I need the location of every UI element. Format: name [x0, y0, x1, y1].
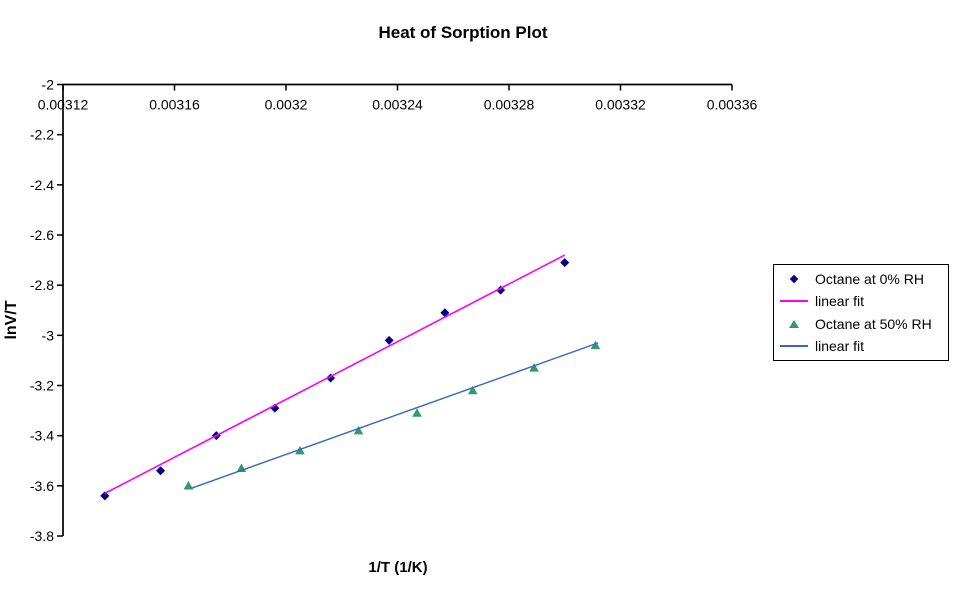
- data-point-triangle: [590, 340, 601, 350]
- y-tick-label: -2.2: [30, 127, 54, 143]
- data-point-triangle: [353, 425, 364, 435]
- x-tick-label: 0.00328: [484, 97, 535, 113]
- data-point-triangle: [183, 481, 194, 490]
- legend-label: Octane at 0% RH: [815, 270, 924, 287]
- x-tick-label: 0.00312: [38, 97, 89, 113]
- data-point-diamond: [156, 466, 166, 476]
- x-tick-label: 0.00336: [707, 97, 758, 113]
- data-point-diamond: [100, 491, 110, 501]
- data-point-triangle: [529, 363, 539, 372]
- line-swatch-icon: [780, 300, 808, 303]
- chart-title: Heat of Sorption Plot: [378, 23, 548, 42]
- y-tick-label: -2: [42, 77, 55, 93]
- data-point-triangle: [467, 385, 478, 395]
- linear-fit-line: [104, 254, 566, 495]
- legend-item-octane-50rh: Octane at 50% RH: [774, 313, 948, 335]
- legend-label: Octane at 50% RH: [815, 315, 932, 332]
- y-tick-label: -3.2: [30, 378, 54, 394]
- legend-label: linear fit: [815, 338, 865, 355]
- x-axis-title: 1/T (1/K): [368, 559, 428, 576]
- line-swatch-icon: [780, 345, 808, 348]
- data-point-diamond: [560, 258, 570, 268]
- data-point-triangle: [412, 408, 422, 417]
- diamond-marker-icon: [789, 274, 799, 283]
- data-point-diamond: [440, 308, 450, 318]
- y-tick-label: -2.8: [30, 277, 54, 293]
- y-tick-label: -3.6: [30, 478, 54, 494]
- legend-item-linear-fit-50rh: linear fit: [774, 335, 948, 357]
- triangle-marker-icon: [789, 319, 799, 328]
- legend-item-linear-fit-0rh: linear fit: [774, 290, 948, 312]
- x-tick-label: 0.00332: [595, 97, 646, 113]
- y-axis-title: lnV/T: [3, 300, 20, 340]
- legend-item-octane-0rh: Octane at 0% RH: [774, 268, 948, 290]
- legend: Octane at 0% RH linear fit Octane at 50%…: [773, 264, 949, 361]
- data-point-diamond: [384, 335, 394, 345]
- y-tick-label: -3.4: [30, 428, 54, 444]
- x-tick-label: 0.00316: [149, 97, 200, 113]
- y-tick-label: -3.8: [30, 528, 54, 544]
- x-tick-label: 0.0032: [265, 97, 308, 113]
- x-tick-label: 0.00324: [372, 97, 423, 113]
- y-tick-label: -3: [42, 327, 55, 343]
- y-tick-label: -2.4: [30, 177, 54, 193]
- legend-label: linear fit: [815, 293, 865, 310]
- linear-fit-line: [190, 342, 599, 490]
- y-tick-label: -2.6: [30, 227, 54, 243]
